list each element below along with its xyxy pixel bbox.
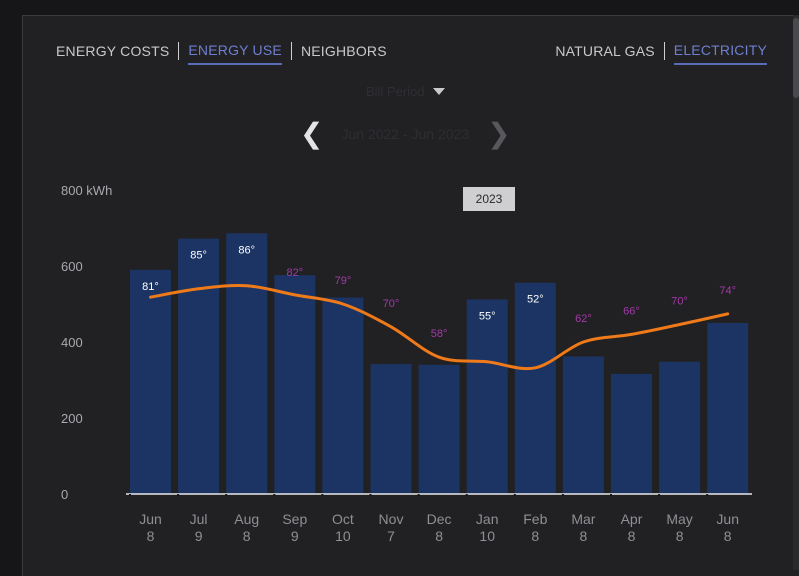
tab-divider bbox=[663, 41, 665, 60]
x-tick-month: Oct bbox=[332, 511, 354, 527]
temperature-label: 74° bbox=[719, 285, 736, 297]
x-tick-month: Jan bbox=[476, 511, 499, 527]
bar[interactable] bbox=[226, 233, 268, 494]
x-tick-day: 8 bbox=[676, 528, 684, 544]
x-tick-month: Dec bbox=[427, 511, 452, 527]
y-tick-label: 400 bbox=[61, 335, 83, 350]
x-tick-day: 8 bbox=[243, 528, 251, 544]
x-tick-day: 8 bbox=[580, 528, 588, 544]
tab-divider bbox=[290, 41, 292, 60]
x-axis-ticks bbox=[129, 494, 709, 496]
date-range-label: Jun 2022 - Jun 2023 bbox=[341, 126, 470, 142]
temperature-trend-line bbox=[149, 284, 730, 371]
tab-energy-use[interactable]: ENERGY USE bbox=[188, 40, 282, 65]
temperature-label: 70° bbox=[671, 296, 688, 308]
bar[interactable] bbox=[130, 269, 171, 494]
x-tick-day: 9 bbox=[195, 528, 203, 544]
bars bbox=[130, 233, 749, 494]
chevron-right-icon[interactable]: ❯ bbox=[487, 118, 511, 149]
bar[interactable] bbox=[370, 364, 412, 494]
temperature-label: 62° bbox=[575, 313, 592, 325]
chevron-left-icon[interactable]: ❮ bbox=[300, 118, 324, 149]
bar[interactable] bbox=[274, 275, 316, 494]
bar[interactable] bbox=[418, 364, 460, 494]
bar[interactable] bbox=[514, 282, 556, 494]
x-tick-day: 8 bbox=[435, 528, 443, 544]
year-badge: 2023 bbox=[463, 187, 515, 211]
view-tabs: ENERGY COSTS ENERGY USE NEIGHBORS bbox=[56, 40, 387, 65]
y-tick-label: 0 bbox=[61, 487, 68, 502]
temperature-label: 58° bbox=[431, 328, 448, 340]
x-tick-month: Jun bbox=[139, 511, 162, 527]
x-tick-day: 8 bbox=[628, 528, 636, 544]
x-tick-month: Feb bbox=[523, 511, 547, 527]
y-tick-label: 600 bbox=[61, 259, 83, 274]
tab-divider bbox=[178, 41, 180, 60]
x-axis-labels: Jun8Jul9Aug8Sep9Oct10Nov7Dec8Jan10Feb8Ma… bbox=[139, 511, 739, 544]
temperature-labels: 81° 85° 86° 82° 79° 70° 58° 55° 52° 62° 66° 70° 74° bbox=[142, 244, 736, 340]
x-tick-month: Jul bbox=[190, 511, 208, 527]
y-axis: 800 kWh 600 400 200 0 bbox=[61, 183, 112, 502]
temperature-label: 85° bbox=[190, 250, 207, 262]
period-dropdown[interactable]: Bill Period bbox=[366, 82, 445, 100]
bar[interactable] bbox=[178, 238, 220, 494]
tab-neighbors[interactable]: NEIGHBORS bbox=[300, 42, 387, 59]
x-tick-month: May bbox=[666, 511, 692, 527]
bar[interactable] bbox=[659, 361, 701, 494]
x-tick-day: 10 bbox=[479, 528, 495, 544]
x-tick-day: 9 bbox=[291, 528, 299, 544]
x-tick-day: 7 bbox=[387, 528, 395, 544]
date-navigator: ❮ Jun 2022 - Jun 2023 ❯ bbox=[300, 120, 511, 148]
x-tick-day: 8 bbox=[724, 528, 732, 544]
bar[interactable] bbox=[322, 297, 364, 494]
temperature-label: 55° bbox=[479, 310, 496, 322]
temperature-label: 66° bbox=[623, 305, 640, 317]
x-tick-day: 10 bbox=[335, 528, 351, 544]
x-tick-month: Apr bbox=[621, 511, 643, 527]
period-dropdown-value: Bill Period bbox=[366, 83, 425, 99]
temperature-label: 81° bbox=[142, 281, 159, 293]
x-tick-month: Jun bbox=[716, 511, 739, 527]
temperature-label: 79° bbox=[335, 275, 352, 287]
x-tick-month: Sep bbox=[282, 511, 307, 527]
scrollbar[interactable] bbox=[793, 15, 799, 570]
tab-energy-costs[interactable]: ENERGY COSTS bbox=[56, 42, 170, 59]
x-tick-day: 8 bbox=[147, 528, 155, 544]
bar[interactable] bbox=[466, 299, 508, 494]
bar[interactable] bbox=[707, 323, 749, 494]
bar[interactable] bbox=[562, 356, 604, 494]
x-tick-month: Aug bbox=[234, 511, 259, 527]
bar[interactable] bbox=[611, 373, 652, 494]
x-tick-day: 8 bbox=[531, 528, 539, 544]
chevron-down-icon bbox=[432, 87, 445, 95]
temperature-label: 86° bbox=[238, 244, 255, 256]
year-badge-label: 2023 bbox=[476, 192, 503, 206]
x-tick-month: Nov bbox=[379, 511, 404, 527]
temperature-label: 52° bbox=[527, 294, 544, 306]
tab-electricity[interactable]: ELECTRICITY bbox=[673, 40, 767, 65]
y-tick-label: 200 bbox=[61, 411, 83, 426]
y-tick-label: 800 kWh bbox=[61, 183, 112, 198]
fuel-tabs: NATURAL GAS ELECTRICITY bbox=[555, 40, 767, 65]
temperature-label: 70° bbox=[383, 298, 400, 310]
temperature-label: 82° bbox=[286, 267, 303, 279]
x-tick-month: Mar bbox=[571, 511, 595, 527]
tab-natural-gas[interactable]: NATURAL GAS bbox=[555, 42, 655, 59]
scrollbar-thumb[interactable] bbox=[793, 18, 799, 98]
